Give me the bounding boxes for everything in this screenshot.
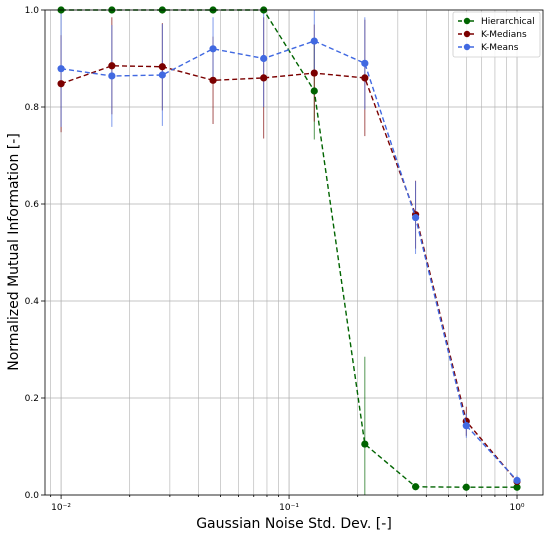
y-tick-label: 1.0 — [25, 6, 40, 16]
data-point — [361, 440, 369, 448]
data-point — [412, 483, 420, 491]
plot-frame — [44, 9, 544, 496]
x-tick-label: 10⁻² — [51, 503, 71, 513]
data-point — [462, 483, 470, 491]
data-point — [209, 45, 217, 53]
data-point — [513, 476, 521, 485]
y-tick-label: 0.2 — [25, 394, 39, 404]
data-point — [310, 87, 318, 95]
y-tick-label: 0.4 — [25, 297, 40, 307]
x-tick-label: 10⁻¹ — [279, 503, 299, 513]
data-point — [361, 74, 369, 82]
legend: Hierarchical K-Medians K-Means — [452, 11, 541, 58]
data-point — [209, 76, 217, 84]
y-tick-label: 0.6 — [25, 200, 40, 210]
series-line — [60, 65, 518, 482]
data-point — [57, 80, 65, 88]
data-point — [361, 59, 369, 67]
y-tick-label: 0.8 — [25, 103, 40, 113]
data-point — [108, 62, 116, 70]
data-point — [513, 483, 521, 491]
data-point — [108, 72, 116, 80]
data-point — [158, 63, 166, 71]
y-axis-label: Normalized Mutual Information [-] — [6, 133, 22, 371]
legend-label: Hierarchical — [481, 17, 535, 27]
data-point — [158, 71, 166, 79]
axis-ticks: 0.0 0.2 0.4 0.6 0.8 1.0 10⁻² 10⁻¹ 10⁰ — [25, 6, 525, 513]
data-point — [310, 69, 318, 77]
legend-label: K-Means — [481, 43, 519, 53]
data-point — [310, 37, 318, 45]
legend-swatch-marker — [463, 43, 471, 51]
series-line — [61, 40, 518, 481]
legend-swatch-marker — [463, 17, 471, 25]
x-tick-label: 10⁰ — [509, 503, 524, 513]
data-point — [462, 422, 470, 430]
legend-swatch-marker — [463, 30, 471, 38]
legend-label: K-Medians — [481, 30, 527, 40]
legend-box — [452, 11, 541, 58]
x-axis-label: Gaussian Noise Std. Dev. [-] — [196, 516, 392, 532]
data-point — [260, 54, 268, 63]
data-point — [412, 213, 420, 222]
y-tick-label: 0.0 — [25, 491, 40, 501]
data-point — [57, 65, 65, 73]
data-point — [260, 74, 268, 82]
